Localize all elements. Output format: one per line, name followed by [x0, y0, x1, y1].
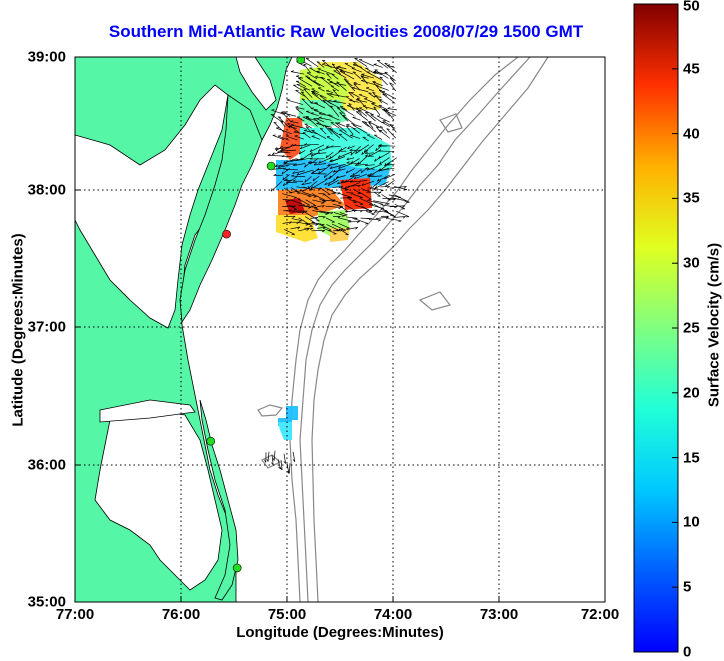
x-tick-label: 73:00 — [480, 606, 518, 623]
y-tick-label: 37:00 — [28, 319, 66, 336]
y-tick-label: 39:00 — [28, 49, 66, 66]
colorbar — [634, 4, 678, 652]
velocity-arrowhead — [374, 64, 377, 65]
colorbar-tick-label: 40 — [683, 126, 700, 143]
colorbar-tick-label: 30 — [683, 255, 700, 272]
x-tick-label: 75:00 — [268, 606, 306, 623]
x-tick-label: 77:00 — [56, 606, 94, 623]
y-axis-label: Latitude (Degrees:Minutes) — [10, 233, 27, 426]
x-axis-label: Longitude (Degrees:Minutes) — [75, 624, 605, 641]
velocity-arrowhead — [385, 63, 388, 64]
colorbar-tick-label: 45 — [683, 61, 700, 78]
x-tick-label: 72:00 — [581, 606, 619, 623]
colorbar-tick-label: 10 — [683, 514, 700, 531]
station-marker — [267, 162, 275, 170]
chart-title: Southern Mid-Atlantic Raw Velocities 200… — [0, 22, 692, 42]
colorbar-tick-label: 25 — [683, 320, 700, 337]
velocity-arrowhead — [338, 203, 341, 204]
station-marker — [223, 230, 231, 238]
velocity-arrowhead — [317, 62, 320, 63]
y-tick-label: 36:00 — [28, 457, 66, 474]
colorbar-tick-label: 50 — [683, 0, 700, 15]
station-marker — [233, 564, 241, 572]
colorbar-label: Surface Velocity (cm/s) — [706, 243, 723, 407]
station-marker — [207, 437, 215, 445]
x-tick-label: 76:00 — [162, 606, 200, 623]
x-tick-label: 74:00 — [374, 606, 412, 623]
colorbar-tick-label: 15 — [683, 450, 700, 467]
colorbar-tick-label: 5 — [683, 579, 691, 596]
colorbar-tick-label: 20 — [683, 385, 700, 402]
colorbar-tick-label: 35 — [683, 190, 700, 207]
y-tick-label: 38:00 — [28, 182, 66, 199]
colorbar-tick-label: 0 — [683, 644, 691, 661]
